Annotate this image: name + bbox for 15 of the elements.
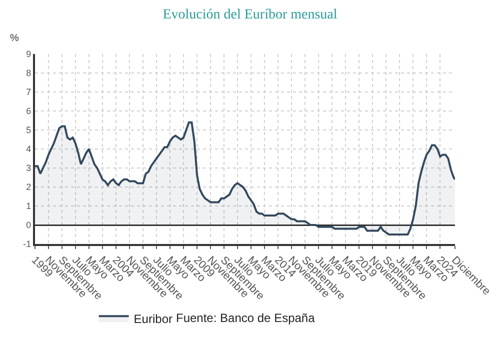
legend-label: Euribor: [134, 312, 172, 326]
source-note: Fuente: Banco de España: [176, 311, 316, 325]
y-tick-label: 2: [26, 182, 32, 192]
chart-title: Evolución del Euríbor mensual: [162, 7, 338, 22]
y-tick-label: 5: [26, 125, 32, 136]
y-tick-label: -1: [23, 239, 32, 250]
y-tick-label: 8: [26, 68, 32, 78]
y-tick-label: 1: [26, 201, 32, 212]
y-axis-title: %: [10, 33, 19, 44]
y-tick-label: 9: [26, 49, 32, 60]
y-tick-label: 0: [26, 220, 32, 230]
y-tick-label: 6: [26, 106, 32, 116]
y-tick-label: 3: [26, 163, 32, 174]
y-tick-label: 4: [26, 144, 32, 154]
y-tick-label: 7: [26, 87, 32, 98]
